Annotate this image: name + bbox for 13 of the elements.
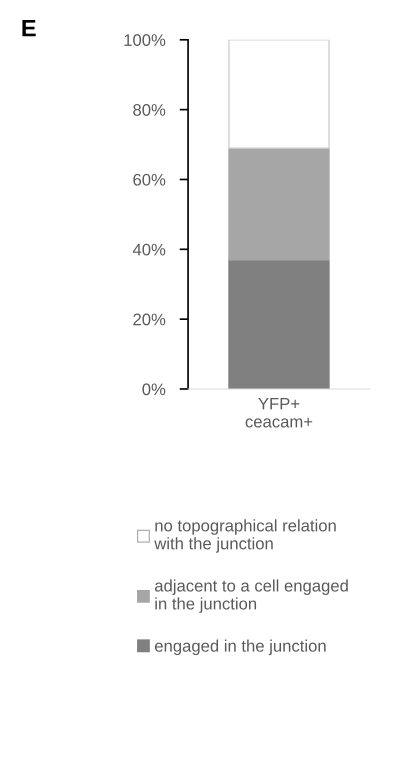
y-tick-label: 80% [133, 104, 166, 116]
bar [228, 259, 330, 389]
y-tick-label: 20% [133, 314, 166, 326]
text: E [22, 20, 36, 36]
legend-label: no topographical relation with the junction [154, 519, 336, 553]
legend-label: adjacent to a cell engaged in the junction [154, 579, 348, 613]
y-tick-label: 100% [124, 34, 166, 46]
y-tick-label: 0% [142, 383, 166, 396]
bar [228, 147, 330, 260]
y-tick-label: 40% [132, 244, 166, 256]
legend-label: engaged in the junction [154, 640, 326, 656]
x-tick-label: YFP+ ceacam+ [246, 398, 312, 428]
y-tick-label: 60% [133, 174, 166, 186]
